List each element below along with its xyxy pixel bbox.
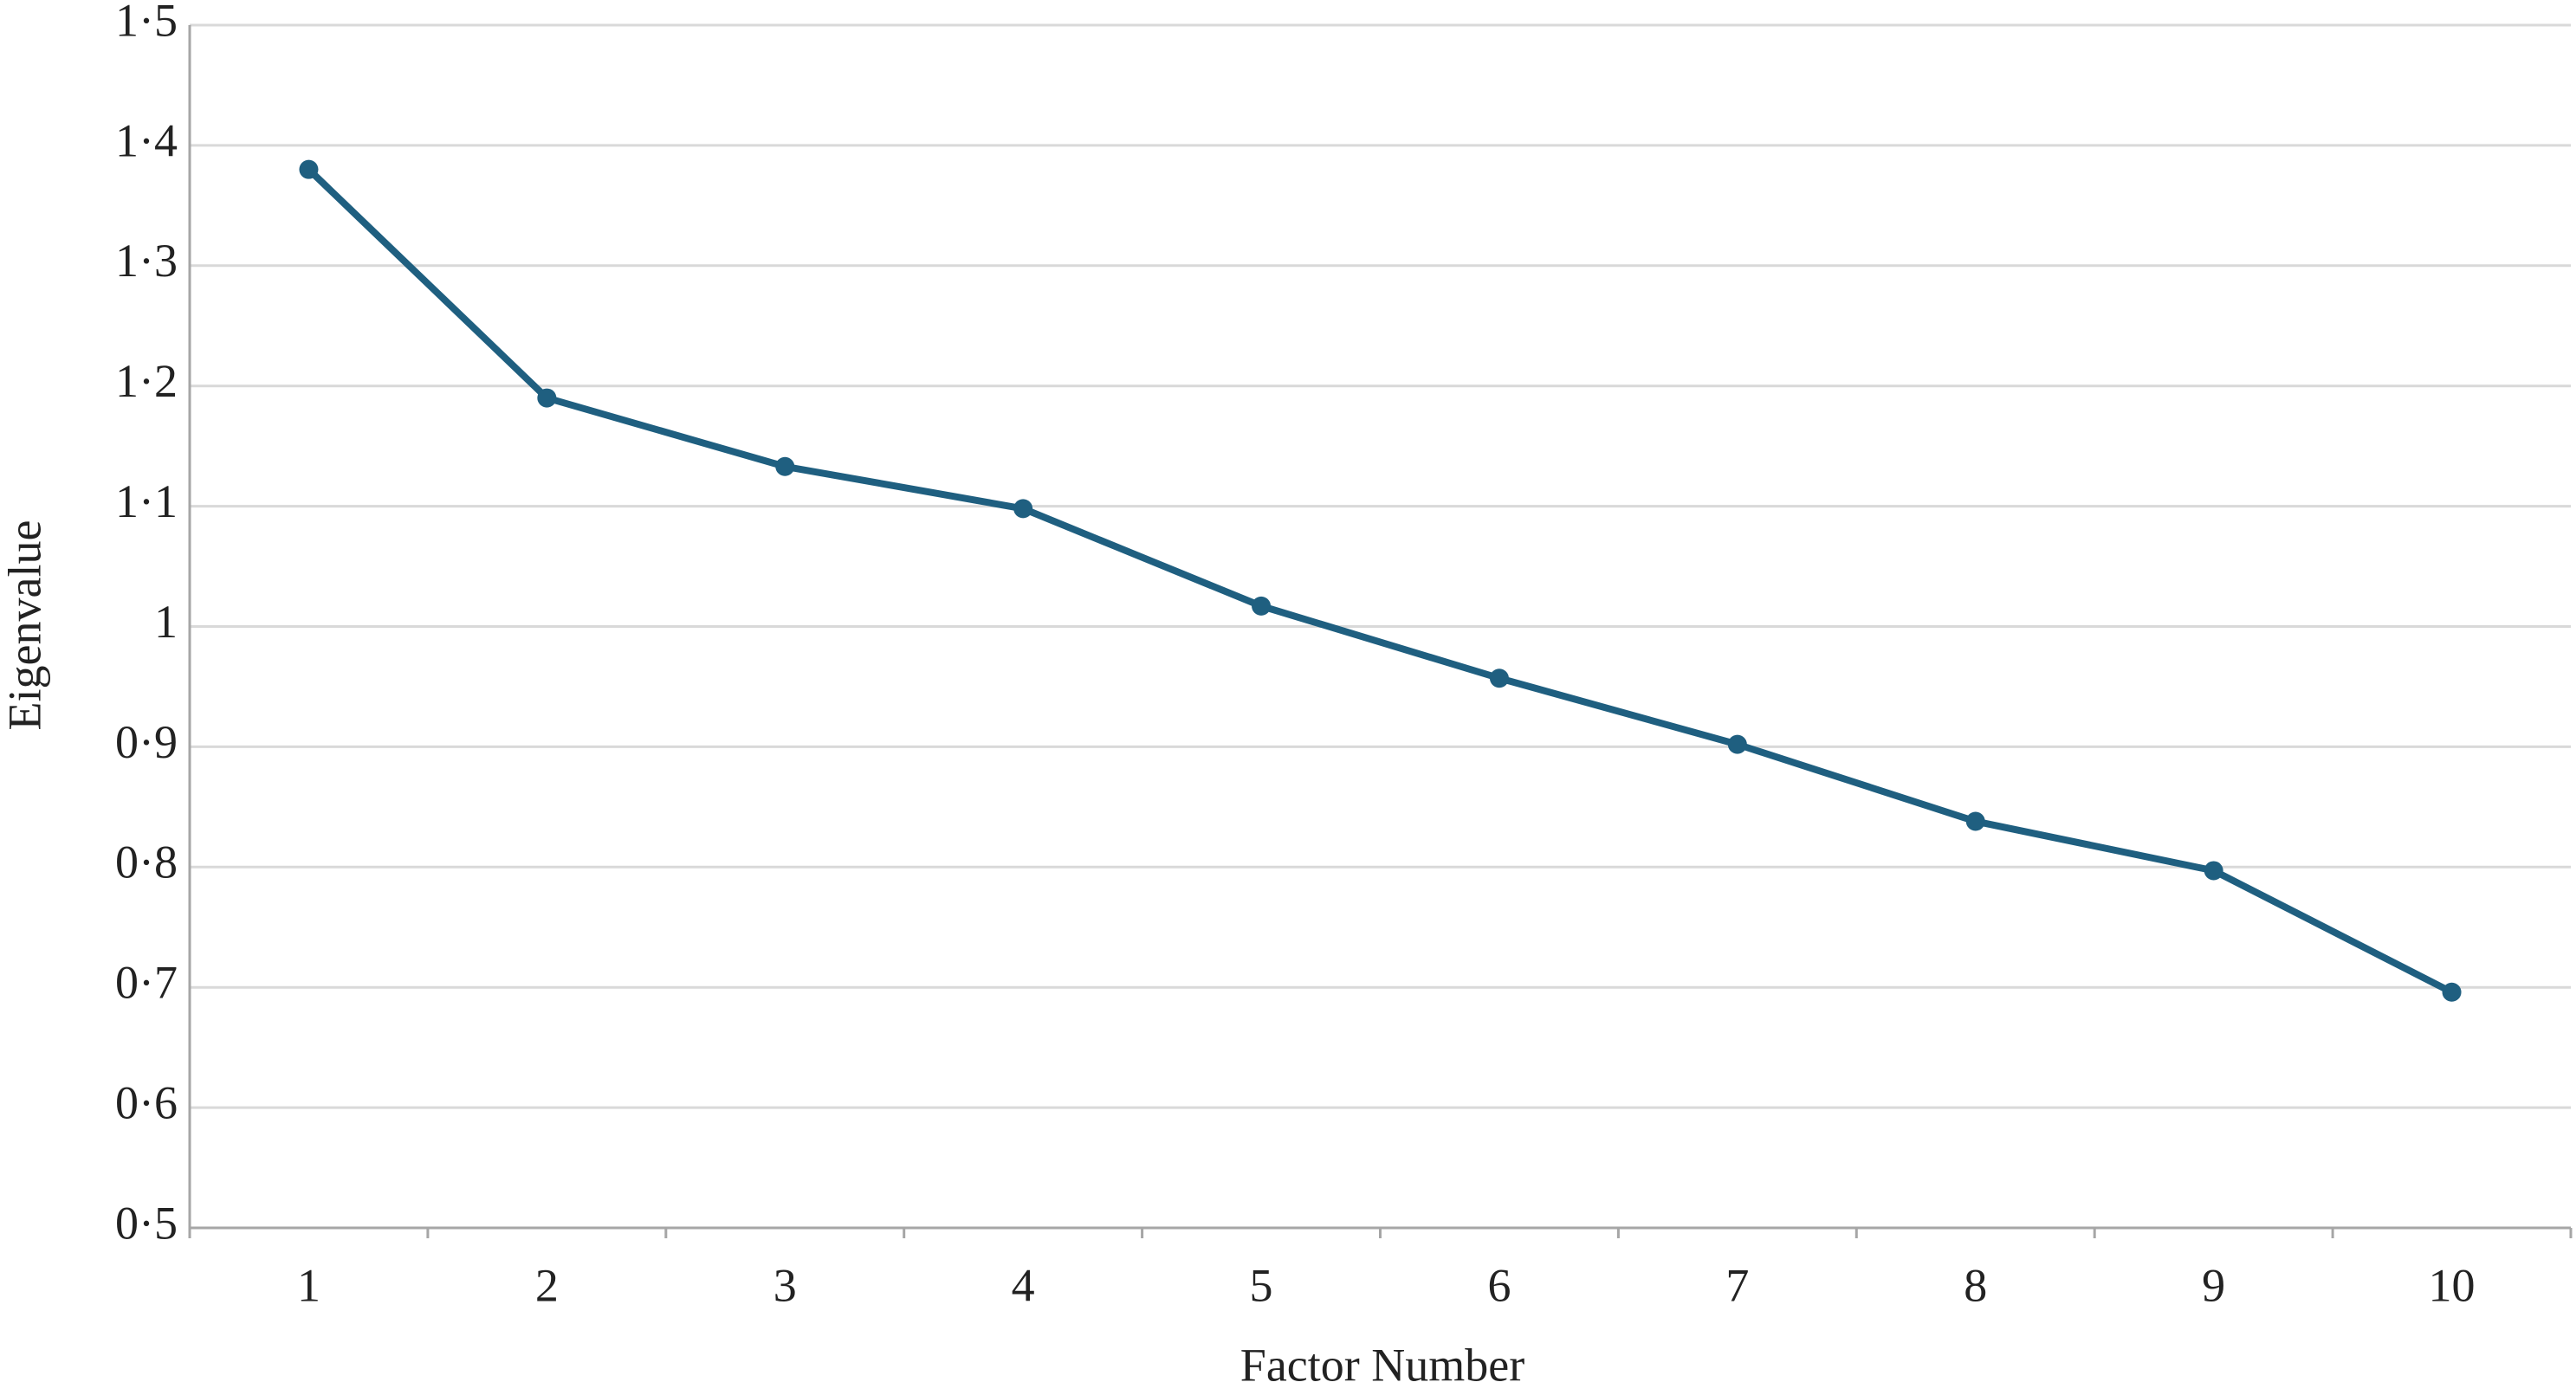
data-point (1252, 596, 1272, 616)
y-tick-label: 1·5 (115, 0, 178, 46)
y-tick-label: 0·7 (115, 957, 178, 1009)
x-tick-label: 2 (535, 1259, 559, 1311)
y-tick-label: 1 (154, 596, 178, 648)
data-point (1727, 734, 1747, 754)
y-tick-label: 1·3 (115, 235, 178, 287)
data-point (299, 159, 319, 179)
x-tick-label: 8 (1964, 1259, 1987, 1311)
x-tick-label: 1 (297, 1259, 320, 1311)
x-tick-label: 4 (1012, 1259, 1035, 1311)
y-tick-label: 1·1 (115, 475, 178, 527)
y-tick-label: 1·4 (115, 114, 178, 166)
y-tick-label: 0·5 (115, 1197, 178, 1249)
data-point (775, 456, 795, 476)
x-tick-label: 6 (1487, 1259, 1511, 1311)
x-tick-label: 3 (773, 1259, 797, 1311)
data-point (1013, 499, 1033, 519)
data-point (2442, 982, 2462, 1002)
x-tick-label: 9 (2202, 1259, 2225, 1311)
x-axis-title: Factor Number (1240, 1339, 1524, 1391)
x-tick-label: 7 (1725, 1259, 1749, 1311)
x-tick-label: 5 (1250, 1259, 1273, 1311)
data-point (537, 388, 557, 408)
data-line (306, 166, 2454, 996)
y-tick-label: 0·8 (115, 836, 178, 888)
x-tick-label: 10 (2429, 1259, 2476, 1311)
y-tick-label: 1·2 (115, 355, 178, 407)
y-tick-label: 0·9 (115, 716, 178, 768)
y-tick-label: 0·6 (115, 1076, 178, 1128)
data-point (1965, 811, 1985, 831)
data-point (1489, 668, 1509, 688)
data-point (2204, 861, 2223, 881)
y-axis-title: Eigenvalue (0, 520, 50, 731)
